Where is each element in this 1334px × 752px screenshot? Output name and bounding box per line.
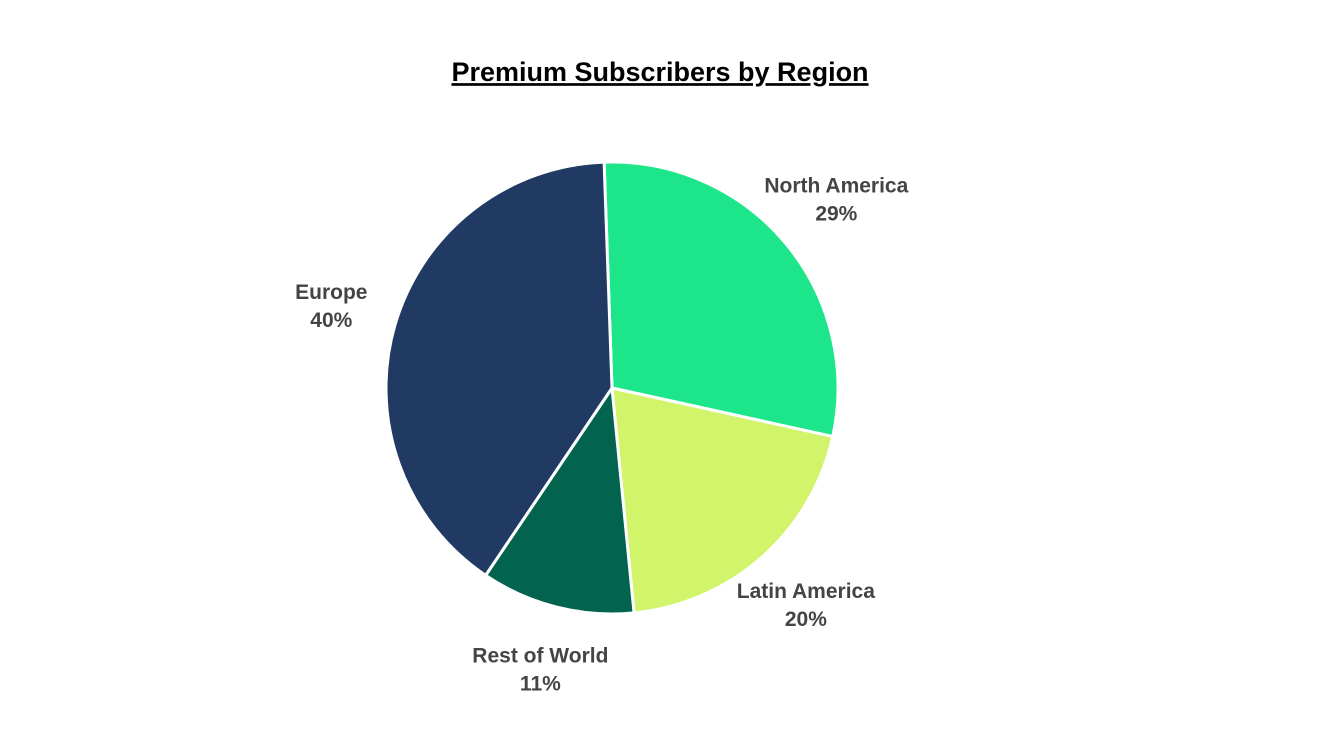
slice-label: Rest of World xyxy=(472,645,608,668)
pie-slice xyxy=(610,386,835,615)
value-label: 40% xyxy=(310,309,352,332)
chart-title: Premium Subscribers by Region xyxy=(451,57,868,87)
value-label: 29% xyxy=(815,203,857,226)
value-label: 11% xyxy=(520,673,561,696)
slice-label: Europe xyxy=(295,281,367,304)
pie-slice xyxy=(384,160,614,578)
slice-label: North America xyxy=(764,175,908,198)
slice-label: Latin America xyxy=(737,580,875,603)
pie-slice xyxy=(602,160,840,439)
value-label: 20% xyxy=(785,608,827,631)
pie-slice xyxy=(483,383,636,616)
